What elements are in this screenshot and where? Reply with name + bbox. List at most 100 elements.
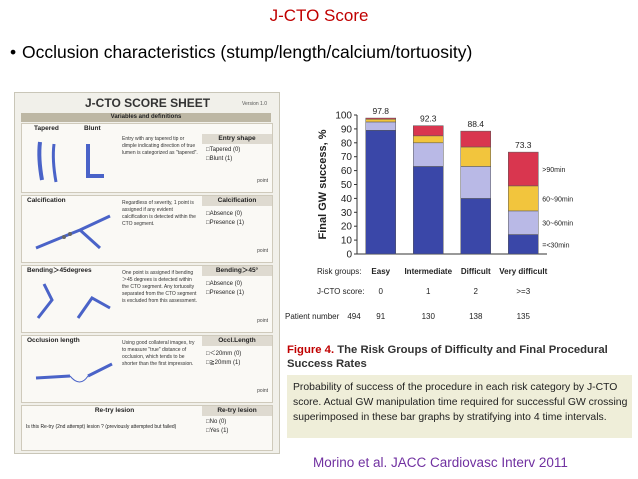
bar-segment [460,198,491,255]
jcto-score-label: J-CTO score: [317,287,364,296]
entry-option-blunt[interactable]: □Blunt (1) [206,156,233,162]
jcto-score-sheet: J-CTO SCORE SHEET Version 1.0 Variables … [14,92,280,454]
patient-number-value: 91 [376,312,385,321]
caption-box [287,375,632,438]
bar-segment [460,130,491,148]
retry-label: Re-try lesion [94,407,135,414]
bar-segment [508,234,539,255]
occlusion-vessel-icon [35,362,113,383]
y-tick-label: 40 [341,194,353,205]
bullet-point: • Occlusion characteristics (stump/length… [10,42,472,63]
entry-option-tapered[interactable]: □Tapered (0) [206,147,241,153]
occlusion-length-section: Occlusion length Using good collateral i… [21,335,273,403]
entry-point: point [257,178,268,184]
jcto-score-value: 1 [426,287,431,296]
calcified-vessel-icon [35,214,111,250]
jcto-score-value: 2 [474,287,479,296]
retry-section: Re-try lesion Is this Re-try (2nd attemp… [21,405,273,451]
bar-segment [365,118,396,123]
patient-number-value: 135 [517,312,531,321]
bar-segment [365,121,396,131]
vessel-shape-icon [37,141,104,183]
bar-segment [413,142,444,167]
bar-segment [413,135,444,144]
length-label: Occlusion length [27,337,80,344]
bar-segment [413,166,444,255]
figure-title: Figure 4. The Risk Groups of Difficulty … [287,343,632,371]
sheet-version: Version 1.0 [241,101,267,107]
bar-total-label: 92.3 [420,114,437,124]
calc-heading: Calcification [202,196,272,206]
bend-option-absence[interactable]: □Absence (0) [206,281,242,287]
blunt-label: Blunt [84,125,101,132]
calcification-label: Calcification [27,197,66,204]
length-option-long[interactable]: □≧20mm (1) [206,360,241,366]
length-option-short[interactable]: □＜20mm (0) [206,351,242,357]
category-label: Intermediate [404,267,452,276]
y-tick-label: 50 [341,180,353,191]
bar-segment [508,151,539,187]
bend-desc: One point is assigned if bending＞45 degr… [122,270,198,304]
bar-segment [508,185,539,212]
series-legend-label: =<30min [542,242,569,249]
retry-option-yes[interactable]: □Yes (1) [206,428,229,434]
y-tick-label: 80 [341,138,353,149]
bar-segment [460,146,491,167]
category-label: Difficult [461,267,491,276]
bending-label: Bending＞45degrees [27,267,92,274]
y-tick-label: 20 [341,222,353,233]
bar-total-label: 88.4 [467,119,484,129]
bar-total-label: 73.3 [515,140,532,150]
tapered-label: Tapered [34,125,59,132]
bullet-dot: • [10,42,17,62]
series-legend-label: 60~90min [542,196,573,203]
bar-segment [365,117,396,120]
patient-number-value: 130 [422,312,436,321]
bending-vessel-icon [36,283,111,319]
y-tick-label: 100 [335,111,352,122]
y-axis-label: Final GW success, % [317,129,329,239]
category-label: Easy [371,267,390,276]
bar-total-label: 97.8 [372,106,389,116]
figure-label: Figure 4. [287,344,335,356]
series-legend-label: 30~60min [542,221,573,228]
jcto-score-value: >=3 [516,287,530,296]
category-label: Very difficult [499,267,547,276]
patient-number-label: Patient number [285,312,340,321]
retry-question: Is this Re-try (2nd attempt) lesion ? (p… [26,424,177,430]
bar-segment [365,130,396,255]
retry-option-no[interactable]: □No (0) [206,419,227,425]
entry-shape-section: Tapered Blunt Entry with any tapered tip… [21,123,273,193]
jcto-score-value: 0 [379,287,384,296]
bending-section: Bending＞45degrees One point is assigned … [21,265,273,333]
entry-heading: Entry shape [202,134,272,144]
patient-total-value: 494 [347,312,361,321]
gw-success-chart: 0 10 20 30 40 50 60 70 80 90 100 Final GW success, … [285,106,573,321]
figure-caption: Probability of success of the procedure … [293,382,628,423]
bend-option-presence[interactable]: □Presence (1) [206,290,244,296]
risk-groups-label: Risk groups: [317,267,361,276]
bar-segment [508,210,539,235]
y-tick-label: 90 [341,124,353,135]
slide-title: J-CTO Score [269,6,369,25]
series-legend-label: >90min [542,167,565,174]
sheet-header: Variables and definitions [21,113,271,122]
y-tick-label: 70 [341,152,353,163]
bar-segment [413,125,444,137]
calcification-section: Calcification Regardless of severity, 1 … [21,195,273,263]
y-tick-label: 10 [341,236,353,247]
entry-desc: Entry with any tapered tip or dimple ind… [122,136,198,156]
calc-point: point [257,248,268,254]
bend-heading: Bending＞45° [202,266,272,276]
bend-point: point [257,318,268,324]
bullet-text: Occlusion characteristics (stump/length/… [22,42,473,62]
y-tick-label: 30 [341,208,353,219]
calc-option-absence[interactable]: □Absence (0) [206,211,242,217]
length-point: point [257,388,268,394]
citation: Morino et al. JACC Cardiovasc Interv 201… [313,455,568,470]
bar-segment [460,166,491,199]
y-tick-label: 60 [341,166,353,177]
calc-option-presence[interactable]: □Presence (1) [206,220,244,226]
length-desc: Using good collateral images, try to mea… [122,340,195,367]
patient-number-value: 138 [469,312,483,321]
